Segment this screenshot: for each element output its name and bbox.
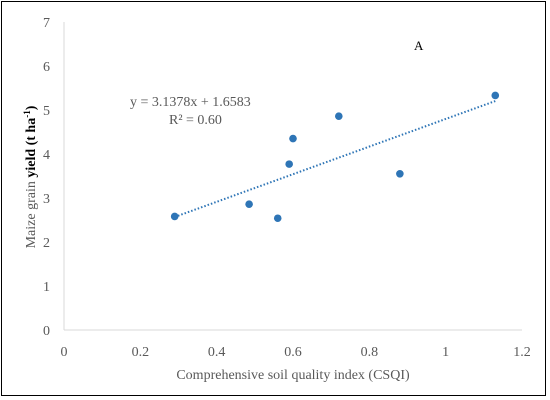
x-tick-label: 0.4 — [208, 345, 226, 360]
y-tick-label: 4 — [43, 148, 50, 163]
trendline-group — [174, 100, 496, 218]
y-tick-label: 6 — [43, 60, 50, 75]
r-squared-label: R² = 0.60 — [169, 113, 222, 128]
data-points — [170, 91, 500, 223]
data-point — [285, 160, 293, 168]
tick-labels: 0 0.2 0.4 0.6 0.8 1 1.2 0 1 2 3 4 5 6 7 — [43, 16, 531, 360]
panel-label: A — [414, 38, 424, 53]
trendline — [174, 100, 496, 218]
data-point — [289, 134, 297, 143]
y-tick-label: 5 — [43, 104, 50, 119]
y-axis-label: Maize grain yield (t ha-1) — [22, 105, 39, 248]
x-tick-label: 0.8 — [361, 345, 379, 360]
y-axis-label-part-2: yield — [24, 149, 39, 178]
x-axis-label: Comprehensive soil quality index (CSQI) — [176, 368, 410, 383]
y-axis-label-part-4: -1 — [22, 110, 32, 118]
y-tick-label: 0 — [43, 324, 50, 339]
x-tick-label: 0 — [61, 345, 68, 360]
y-axis-label-part-1: Maize grain — [24, 178, 39, 249]
x-tick-label: 0.6 — [284, 345, 302, 360]
y-axis-label-part-5: ) — [24, 105, 39, 110]
data-point — [396, 170, 404, 178]
trendline-equation: y = 3.1378x + 1.6583 — [130, 95, 251, 110]
x-tick-label: 0.2 — [132, 345, 150, 360]
data-point — [273, 214, 282, 223]
data-point — [245, 200, 253, 208]
x-tick-label: 1.2 — [513, 345, 531, 360]
data-point — [491, 91, 500, 100]
y-tick-label: 3 — [43, 192, 50, 207]
y-tick-label: 2 — [43, 236, 50, 251]
y-tick-label: 7 — [43, 16, 50, 31]
data-point — [170, 212, 179, 221]
data-point — [335, 112, 343, 120]
y-tick-label: 1 — [43, 280, 50, 295]
x-tick-label: 1 — [442, 345, 449, 360]
axes — [63, 22, 522, 331]
y-axis-label-part-3: (t ha — [24, 118, 39, 149]
